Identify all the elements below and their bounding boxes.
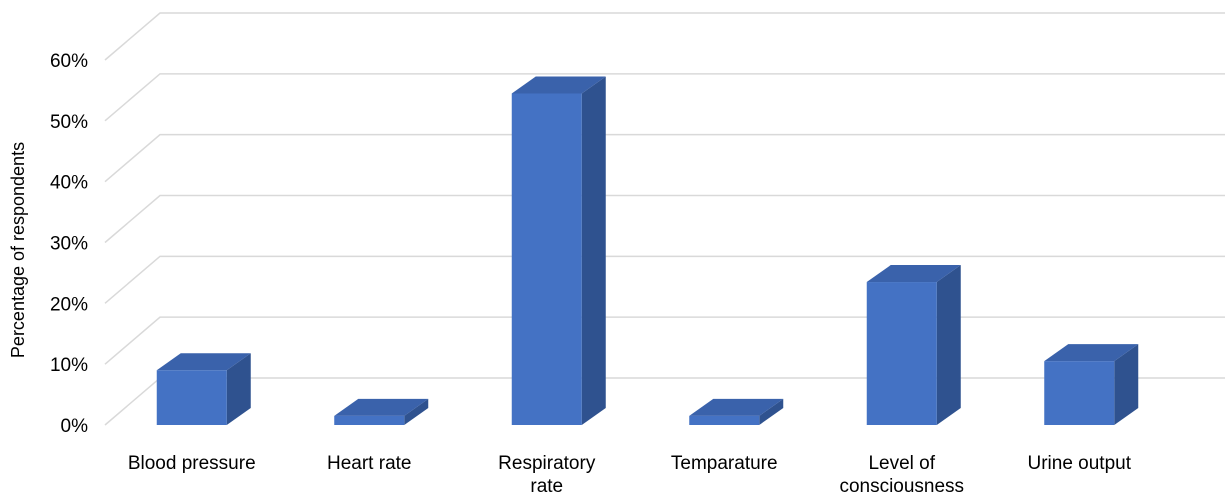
bar-front bbox=[689, 415, 760, 425]
bar bbox=[334, 398, 429, 425]
gridline bbox=[104, 194, 1225, 244]
gridline bbox=[104, 133, 1225, 183]
y-tick-label: 30% bbox=[50, 234, 88, 255]
x-category-line: rate bbox=[530, 476, 563, 497]
bar-top bbox=[156, 353, 251, 371]
x-category-line: Heart rate bbox=[327, 453, 411, 474]
x-category-label: Level of consciousness bbox=[839, 453, 964, 497]
x-category-line: Blood pressure bbox=[128, 453, 256, 474]
y-axis-ticks: 0% 10% 20% 30% 40% 50% 60% bbox=[50, 51, 88, 437]
x-category-label: Respiratory rate bbox=[498, 453, 596, 497]
bar-front bbox=[1044, 361, 1115, 425]
bar-side bbox=[936, 265, 961, 425]
y-tick-label: 40% bbox=[50, 173, 88, 194]
bar-side bbox=[1114, 344, 1139, 425]
y-tick-label: 20% bbox=[50, 294, 88, 315]
bar-side bbox=[759, 398, 784, 425]
bar-front bbox=[334, 415, 405, 425]
y-tick-label: 10% bbox=[50, 355, 88, 376]
y-tick-label: 0% bbox=[61, 416, 89, 437]
x-category-line: Respiratory bbox=[498, 453, 596, 474]
y-tick-label: 50% bbox=[50, 112, 88, 133]
bar-side bbox=[226, 353, 251, 425]
x-category-label: Heart rate bbox=[327, 453, 411, 474]
bar-front bbox=[511, 93, 582, 425]
gridline bbox=[104, 73, 1225, 122]
bar bbox=[866, 265, 961, 425]
gridlines bbox=[104, 12, 1225, 426]
x-category-line: Temparature bbox=[671, 453, 778, 474]
bar-top bbox=[334, 398, 429, 416]
gridline bbox=[104, 255, 1225, 304]
bar bbox=[1044, 344, 1139, 425]
bar bbox=[511, 76, 606, 425]
bar-top bbox=[511, 76, 606, 94]
bar-side bbox=[581, 76, 606, 425]
x-category-line: Urine output bbox=[1027, 453, 1131, 474]
x-category-label: Blood pressure bbox=[128, 453, 256, 474]
x-category-label: Temparature bbox=[671, 453, 778, 474]
y-tick-label: 60% bbox=[50, 51, 88, 72]
x-axis-categories: Blood pressure Heart rate Respiratory rate T… bbox=[128, 453, 1132, 497]
bar bbox=[689, 398, 784, 425]
x-category-line: consciousness bbox=[839, 476, 964, 497]
gridline bbox=[104, 12, 1225, 61]
bar-front bbox=[866, 282, 937, 425]
x-category-line: Level of bbox=[868, 453, 935, 474]
bar-top bbox=[866, 265, 961, 283]
bar bbox=[156, 353, 251, 425]
bar-top bbox=[1044, 344, 1139, 362]
bars bbox=[156, 76, 1139, 425]
x-category-label: Urine output bbox=[1027, 453, 1131, 474]
bar-top bbox=[689, 398, 784, 416]
bar-side bbox=[404, 398, 429, 425]
y-axis-label: Percentage of respondents bbox=[8, 142, 28, 358]
bar-front bbox=[156, 370, 227, 425]
